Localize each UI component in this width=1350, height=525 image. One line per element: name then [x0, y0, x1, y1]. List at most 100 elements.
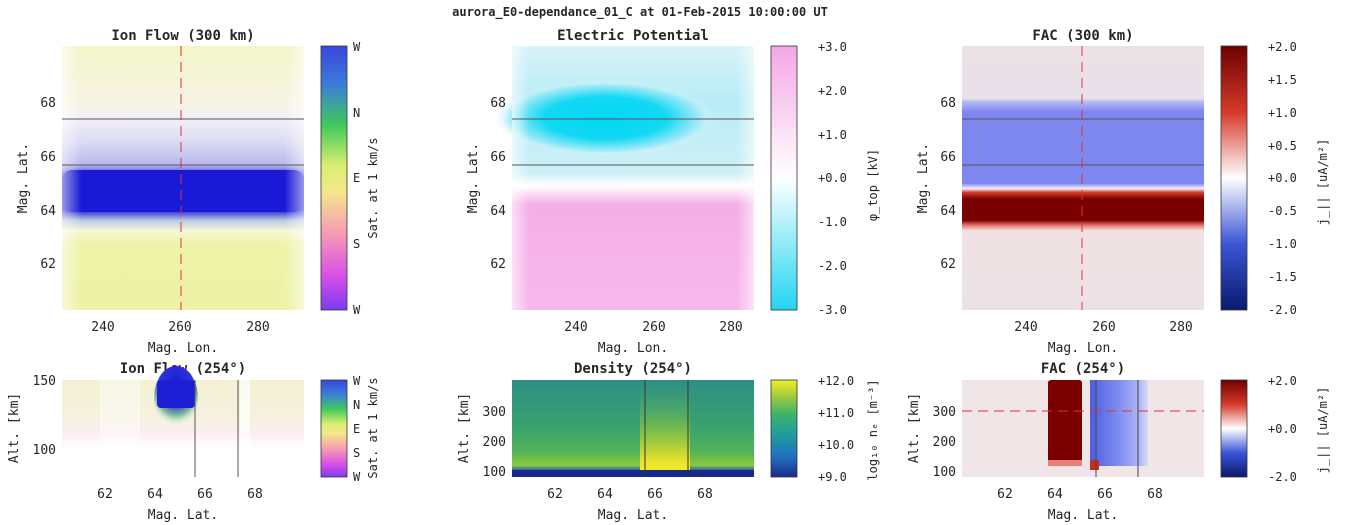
colorbar-tick: +2.0 [1268, 374, 1297, 388]
x-axis-label: Mag. Lat. [148, 508, 218, 523]
colorbar [770, 45, 798, 311]
x-tick-label: 240 [1014, 320, 1037, 335]
x-axis-label: Mag. Lon. [148, 341, 218, 356]
y-ticks: 62 64 66 68 [940, 96, 956, 272]
colorbar-ticks: +2.0 +0.0 -2.0 [1268, 374, 1297, 484]
y-axis-label: Mag. Lat. [16, 143, 31, 213]
y-tick-label: 64 [940, 204, 956, 219]
colorbar-ticks: +2.0 +1.5 +1.0 +0.5 +0.0 -0.5 -1.0 -1.5 … [1268, 40, 1297, 317]
heatmap-fac-300 [962, 46, 1204, 310]
colorbar-ticks: W N E S W [353, 374, 361, 484]
y-tick-label: 66 [40, 150, 56, 165]
colorbar-tick: +0.0 [1268, 171, 1297, 185]
x-tick-label: 280 [1169, 320, 1192, 335]
heatmap-density [512, 380, 754, 477]
x-tick-label: 64 [147, 487, 163, 502]
panel-title: FAC (254°) [1041, 361, 1125, 377]
colorbar-label: Sat. at 1 km/s [366, 137, 380, 238]
colorbar-tick: -2.0 [1268, 470, 1297, 484]
y-tick-label: 68 [40, 96, 56, 111]
figure-title: aurora_E0-dependance_01_C at 01-Feb-2015… [452, 5, 828, 20]
colorbar-tick: +3.0 [818, 40, 847, 54]
colorbar-tick: +0.0 [1268, 422, 1297, 436]
colorbar-tick: +2.0 [818, 84, 847, 98]
edge-fade [512, 46, 754, 310]
panel-fac-254: FAC (254°) 62 64 66 68 100 200 300 Mag. … [907, 361, 1330, 523]
fade-left [100, 380, 140, 477]
colorbar-tick: -0.5 [1268, 204, 1297, 218]
colorbar-tick: -1.0 [818, 215, 847, 229]
colorbar-tick: +0.0 [818, 171, 847, 185]
x-tick-label: 260 [642, 320, 665, 335]
colorbar-tick: -2.0 [1268, 303, 1297, 317]
y-tick-label: 150 [33, 374, 56, 389]
x-axis-label: Mag. Lat. [598, 508, 668, 523]
y-tick-label: 64 [40, 204, 56, 219]
current-spot [1090, 460, 1099, 470]
x-ticks: 240 260 280 [564, 320, 742, 335]
y-tick-label: 200 [933, 435, 956, 450]
x-axis-label: Mag. Lon. [1048, 341, 1118, 356]
colorbar-ticks: +12.0 +11.0 +10.0 +9.0 [818, 374, 854, 484]
panel-title: Ion Flow (300 km) [111, 28, 254, 44]
colorbar-tick: N [353, 106, 360, 120]
x-ticks: 62 64 66 68 [97, 487, 263, 502]
colorbar [1220, 379, 1248, 478]
colorbar [770, 379, 798, 478]
y-ticks: 62 64 66 68 [490, 96, 506, 272]
panel-ion-flow-300: Ion Flow (300 km) 240 260 280 62 64 66 6… [16, 28, 380, 356]
y-tick-label: 100 [933, 465, 956, 480]
x-tick-label: 62 [547, 487, 563, 502]
x-tick-label: 68 [247, 487, 263, 502]
colorbar-tick: +1.0 [1268, 106, 1297, 120]
y-axis-label: Alt. [km] [7, 393, 22, 463]
y-ticks: 100 200 300 [483, 405, 506, 480]
colorbar-label: j_|| [uA/m²] [1316, 139, 1330, 226]
upward-current-column [1048, 380, 1082, 464]
colorbar-tick: E [353, 171, 360, 185]
y-ticks: 100 150 [33, 374, 56, 458]
x-tick-label: 62 [97, 487, 113, 502]
y-axis-label: Alt. [km] [457, 393, 472, 463]
x-tick-label: 240 [91, 320, 114, 335]
x-axis-label: Mag. Lat. [1048, 508, 1118, 523]
colorbar-tick: -1.0 [1268, 237, 1297, 251]
colorbar-tick: +2.0 [1268, 40, 1297, 54]
y-tick-label: 68 [490, 96, 506, 111]
y-tick-label: 300 [933, 405, 956, 420]
y-tick-label: 68 [940, 96, 956, 111]
panel-title: Density (254°) [574, 361, 692, 377]
edge-fade [62, 46, 304, 310]
y-ticks: 100 200 300 [933, 405, 956, 480]
downward-current-column [1090, 380, 1148, 466]
x-ticks: 240 260 280 [1014, 320, 1192, 335]
colorbar-tick: S [353, 237, 360, 251]
panel-electric-potential: Electric Potential 240 260 280 62 64 66 … [466, 28, 880, 356]
jet-core [157, 380, 195, 408]
panel-ion-flow-254: Ion Flow (254°) 62 64 66 68 100 150 Mag.… [7, 361, 380, 523]
x-tick-label: 62 [997, 487, 1013, 502]
panel-title: FAC (300 km) [1032, 28, 1133, 44]
colorbar [320, 45, 348, 311]
x-tick-label: 280 [719, 320, 742, 335]
x-tick-label: 260 [1092, 320, 1115, 335]
colorbar-tick: W [353, 374, 361, 388]
y-axis-label: Mag. Lat. [916, 143, 931, 213]
x-ticks: 62 64 66 68 [997, 487, 1163, 502]
x-tick-label: 68 [1147, 487, 1163, 502]
y-tick-label: 300 [483, 405, 506, 420]
low-altitude-band [512, 470, 754, 477]
colorbar-label: j_|| [uA/m²] [1316, 387, 1330, 474]
x-tick-label: 66 [197, 487, 213, 502]
colorbar-tick: S [353, 446, 360, 460]
colorbar [1220, 45, 1248, 311]
heatmap-fac-254 [962, 380, 1204, 477]
y-tick-label: 62 [40, 257, 56, 272]
upward-current-edge [1048, 460, 1082, 466]
colorbar-tick: -2.0 [818, 259, 847, 273]
y-tick-label: 100 [33, 443, 56, 458]
y-tick-label: 62 [940, 257, 956, 272]
colorbar-label: Sat. at 1 km/s [366, 377, 380, 478]
y-tick-label: 62 [490, 257, 506, 272]
x-tick-label: 260 [168, 320, 191, 335]
